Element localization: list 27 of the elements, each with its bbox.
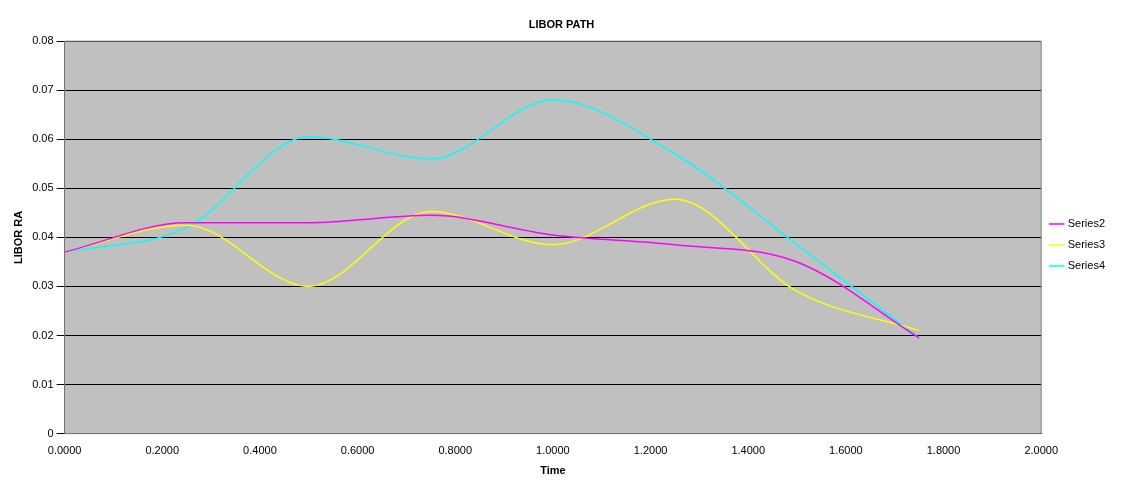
line-series [64,214,920,339]
x-tick-label: 0.0000 [47,444,82,457]
y-tick-label: 0.04 [32,230,54,243]
legend-label: Series4 [1067,259,1105,272]
y-tick-label: 0.02 [32,328,54,341]
legend-label: Series3 [1067,238,1105,251]
y-tick-label: 0.06 [32,132,54,145]
y-tick-label: 0.05 [32,181,54,194]
x-tick-label: 1.8000 [926,444,961,457]
y-tick-label: 0.07 [32,83,54,96]
legend-label: Series2 [1067,217,1105,230]
y-tick-label: 0.08 [32,34,54,47]
x-tick-label: 1.4000 [731,444,766,457]
y-tick-label: 0.01 [32,377,54,390]
x-tick-label: 0.2000 [145,444,180,457]
x-tick-label: 0.4000 [243,444,277,457]
x-tick-label: 2.0000 [1024,444,1059,457]
chart-title: LIBOR PATH [528,17,595,30]
y-axis-title: LIBOR RA [11,210,24,264]
y-tick-label: 0.03 [32,279,54,292]
x-tick-label: 0.6000 [340,444,375,457]
x-tick-label: 0.8000 [438,444,473,457]
x-axis-title: Time [540,464,566,477]
x-tick-label: 1.0000 [536,444,570,457]
y-tick-label: 0 [47,426,54,439]
x-tick-label: 1.2000 [633,444,668,457]
x-tick-label: 1.6000 [829,444,863,457]
